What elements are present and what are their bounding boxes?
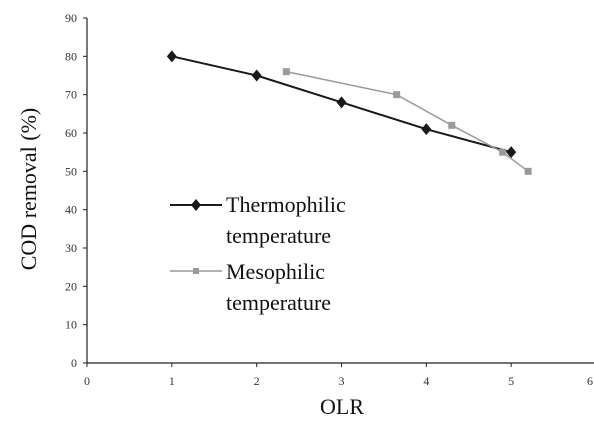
y-axis-title: COD removal (%) xyxy=(16,108,41,271)
x-tick-label: 6 xyxy=(587,374,593,388)
data-point-thermophilic xyxy=(421,123,432,136)
data-point-thermophilic xyxy=(251,69,262,82)
x-axis-title: OLR xyxy=(320,394,364,419)
legend-label-thermophilic-line2: temperature xyxy=(226,223,331,248)
data-point-thermophilic xyxy=(166,50,177,63)
tick-labels: 0 10 20 30 40 50 60 70 80 90 0 1 2 3 4 5 6 xyxy=(65,11,593,388)
y-tick-label: 0 xyxy=(71,356,77,370)
y-tick-label: 90 xyxy=(65,11,77,25)
x-tick-label: 4 xyxy=(423,374,429,388)
y-tick-label: 50 xyxy=(65,164,77,178)
y-tick-label: 70 xyxy=(65,88,77,102)
legend-marker-thermophilic xyxy=(191,199,201,211)
data-point-mesophilic xyxy=(282,68,290,76)
data-point-mesophilic xyxy=(499,148,507,156)
data-point-mesophilic xyxy=(393,91,401,99)
data-point-mesophilic xyxy=(524,167,532,175)
data-point-thermophilic xyxy=(506,146,517,159)
x-tick-label: 5 xyxy=(508,374,514,388)
data-point-mesophilic xyxy=(448,121,456,129)
x-tick-label: 2 xyxy=(254,374,260,388)
y-tick-label: 80 xyxy=(65,49,77,63)
legend-label-mesophilic-line1: Mesophilic xyxy=(226,259,325,284)
x-tick-label: 3 xyxy=(339,374,345,388)
series-layer xyxy=(166,50,532,175)
y-tick-label: 20 xyxy=(65,279,77,293)
data-point-thermophilic xyxy=(336,96,347,109)
plot-area xyxy=(83,17,594,367)
x-tick-label: 0 xyxy=(84,374,90,388)
y-tick-label: 60 xyxy=(65,126,77,140)
x-tick-label: 1 xyxy=(169,374,175,388)
legend-label-thermophilic-line1: Thermophilic xyxy=(226,192,346,217)
legend-marker-mesophilic xyxy=(193,268,199,274)
series-line-mesophilic xyxy=(286,70,529,172)
y-tick-label: 10 xyxy=(65,318,77,332)
y-tick-label: 40 xyxy=(65,203,77,217)
legend-label-mesophilic-line2: temperature xyxy=(226,290,331,315)
y-tick-label: 30 xyxy=(65,241,77,255)
legend: Thermophilic temperature Mesophilic temp… xyxy=(170,192,346,315)
